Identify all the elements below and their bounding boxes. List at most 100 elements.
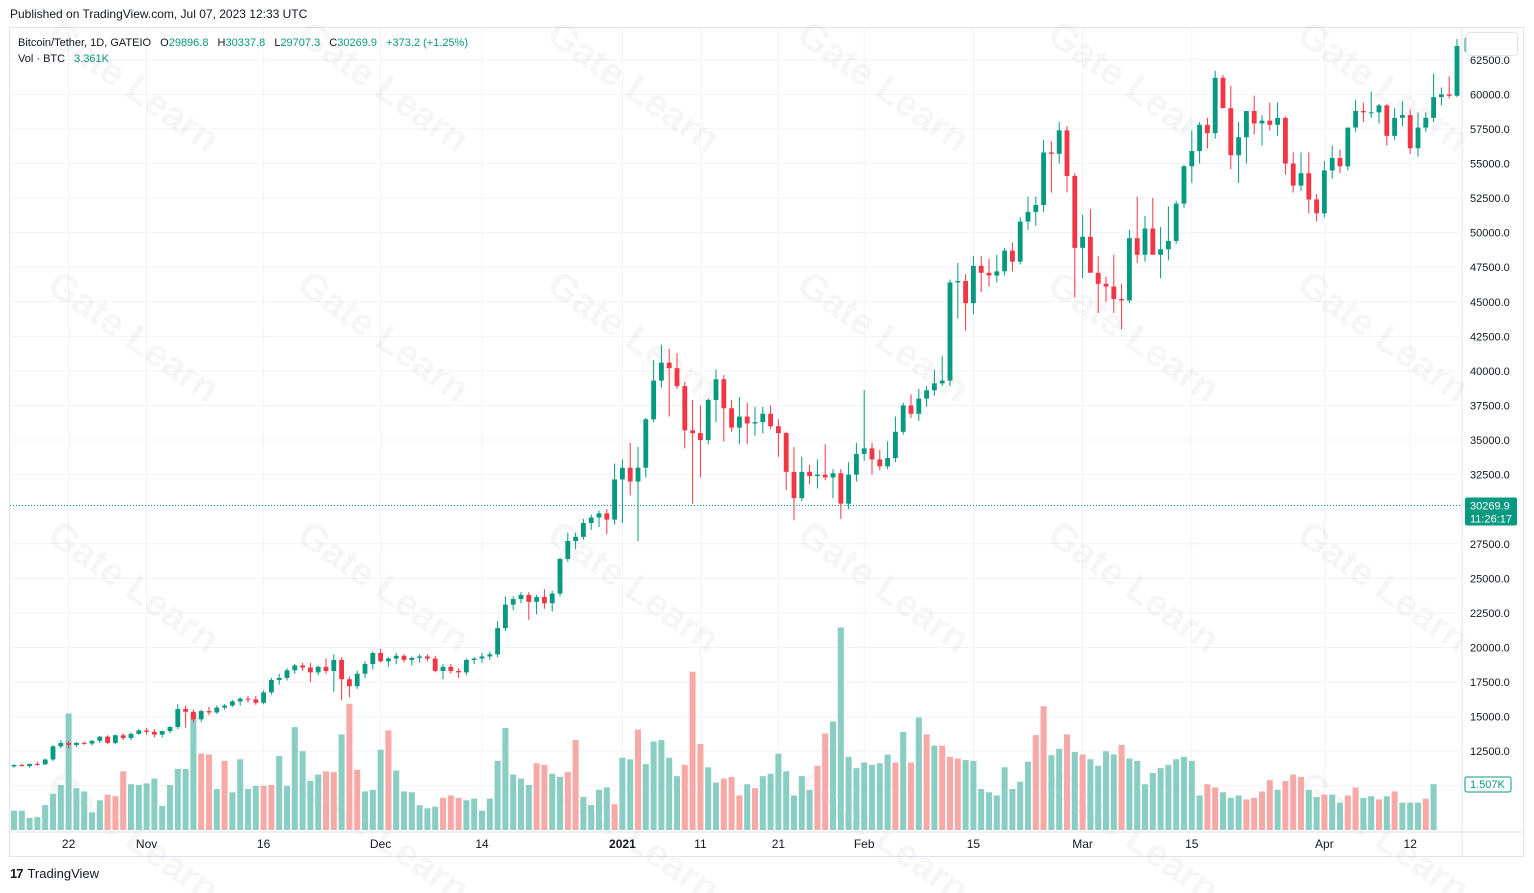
candle-body (534, 597, 540, 602)
candle-body (214, 707, 220, 713)
volume-bar (564, 772, 571, 830)
volume-bar (884, 754, 891, 830)
footer[interactable]: 17 TradingView (10, 866, 99, 881)
candle-body (456, 670, 462, 673)
volume-bar (315, 774, 322, 830)
candle-body (105, 736, 111, 743)
y-tick-label: 32500.0 (1470, 470, 1510, 482)
candle-body (159, 731, 165, 735)
candle-body (729, 408, 735, 428)
candle-body (924, 390, 930, 399)
volume-bar (876, 763, 883, 830)
volume-bar (229, 792, 236, 830)
candle-body (346, 679, 352, 687)
volume-bar (494, 760, 501, 830)
volume-bar (432, 806, 439, 830)
candle-body (853, 453, 859, 475)
volume-bar (1024, 761, 1032, 830)
watermark-text: Gate Learn (790, 513, 977, 661)
candle-body (931, 383, 937, 391)
candle-body (588, 517, 594, 524)
volume-bar (174, 768, 181, 830)
candle-body (1392, 117, 1398, 136)
candle-body (229, 701, 235, 706)
candle-body (1220, 77, 1226, 109)
volume-bar (541, 764, 548, 830)
volume-bar (1001, 767, 1008, 830)
candle-body (1423, 117, 1429, 128)
volume-bar (159, 805, 166, 830)
volume-bar (1196, 795, 1203, 830)
candle-body (666, 362, 672, 369)
volume-bar (1368, 796, 1375, 830)
volume-bar (408, 792, 415, 830)
x-tick-label: 16 (257, 837, 271, 851)
volume-bar (767, 773, 774, 830)
volume-bar (705, 767, 712, 830)
volume-bar (49, 793, 57, 830)
volume-bar (502, 727, 509, 830)
candle-body (1142, 228, 1148, 255)
volume-bar (112, 796, 119, 830)
candle-body (1017, 221, 1023, 262)
volume-bar (1391, 791, 1398, 830)
candle-body (1087, 236, 1093, 273)
candle-body (112, 735, 118, 743)
y-tick-label: 55000.0 (1470, 159, 1510, 171)
volume-bar (712, 782, 720, 830)
volume-bar (1009, 789, 1016, 830)
x-tick-label: 15 (1185, 837, 1199, 851)
candle-body (144, 730, 150, 732)
volume-marker-label: 1.507K (1470, 779, 1506, 791)
candle-body (417, 656, 423, 658)
x-tick-label: 21 (772, 837, 786, 851)
legend-open-label: O (160, 37, 169, 49)
volume-bar (642, 764, 649, 830)
candle-body (1290, 163, 1296, 186)
volume-bar (728, 776, 735, 830)
candle-body (986, 272, 992, 276)
volume-bar (1165, 764, 1172, 830)
volume-bar (1407, 802, 1414, 830)
candle-body (760, 413, 766, 423)
candle-body (900, 405, 906, 432)
volume-bar (463, 800, 470, 830)
volume-bar (213, 789, 220, 830)
volume-bar (1305, 789, 1312, 830)
volume-bar (455, 797, 462, 830)
candle-body (1298, 173, 1304, 186)
tradingview-logo-icon: 17 (10, 866, 24, 881)
y-tick-label: 35000.0 (1470, 435, 1510, 447)
y-tick-label: 57500.0 (1470, 124, 1510, 136)
watermark-text: Gate Learn (790, 13, 977, 161)
candle-body (1119, 299, 1125, 301)
candle-body (19, 765, 25, 767)
scale-button[interactable] (1466, 32, 1518, 56)
candle-body (151, 731, 157, 735)
volume-bar (1383, 796, 1390, 830)
y-tick-label: 20000.0 (1470, 642, 1510, 654)
candle-body (222, 705, 228, 708)
watermark-text: Gate Learn (540, 13, 727, 161)
volume-bar (720, 778, 727, 830)
candle-body (1126, 238, 1132, 301)
candle-body (1095, 272, 1101, 284)
volume-bar (783, 771, 790, 830)
volume-bar (486, 798, 493, 830)
volume-bar (127, 784, 135, 830)
volume-bar (1399, 802, 1406, 830)
candle-body (1228, 108, 1234, 156)
volume-bar (634, 729, 642, 830)
volume-bar (627, 759, 634, 830)
legend-symbol: Bitcoin/Tether, 1D, GATEIO (18, 37, 152, 49)
current-price-label: 30269.9 (1470, 500, 1510, 512)
candle-body (651, 380, 657, 420)
chart-frame[interactable] (9, 27, 1524, 857)
candle-body (245, 698, 251, 700)
volume-bar (151, 778, 158, 830)
volume-bar (744, 784, 751, 830)
x-tick-label: Nov (136, 837, 157, 851)
y-tick-label: 37500.0 (1470, 400, 1510, 412)
price-candles (11, 39, 1460, 768)
